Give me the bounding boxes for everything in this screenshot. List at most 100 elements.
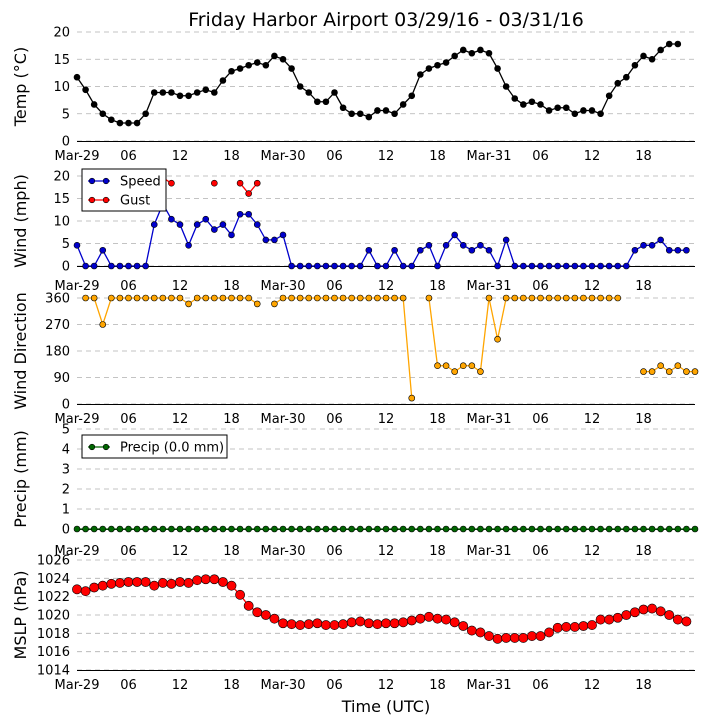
wind-legend-label: Gust <box>120 194 150 209</box>
mslp-series-0-point <box>286 619 297 630</box>
precip-series-precip-point <box>314 525 321 533</box>
wind-series-speed <box>73 200 690 270</box>
temp-ytick-label: 0 <box>62 135 70 150</box>
temp-series-0 <box>73 40 682 127</box>
temp-series-0-point <box>562 104 570 112</box>
wind-series-speed-point <box>322 262 330 270</box>
temp-series-0-point <box>82 86 89 94</box>
precip-series-precip-point <box>648 525 656 533</box>
mslp-xtick-label: 06 <box>326 678 343 693</box>
wdir-series-0-point <box>511 294 519 302</box>
wind-xtick-label: 06 <box>532 279 549 294</box>
temp-series-0-point <box>202 86 210 94</box>
wdir-xtick-label: 12 <box>172 412 189 427</box>
precip-legend-swatch-marker <box>88 443 96 451</box>
wdir-series-0-point <box>382 294 390 302</box>
wdir-series-0-point <box>691 368 699 375</box>
mslp-series-0-point <box>441 614 451 625</box>
wind-series-speed-point <box>451 231 458 239</box>
wind-series-speed-point <box>494 262 501 270</box>
wind-series-speed-point <box>374 262 381 270</box>
precip-series-precip-point <box>528 525 536 533</box>
mslp-series-0-point <box>501 633 512 643</box>
wind-ytick-label: 15 <box>53 192 70 207</box>
temp-ytick-label: 20 <box>53 26 70 41</box>
wind-ytick-label: 10 <box>53 215 70 230</box>
wind-series-speed-point <box>528 262 536 270</box>
temp-series-0-point <box>348 110 355 118</box>
temp-ytick-label: 15 <box>53 53 70 68</box>
wind-series-speed-point <box>605 262 613 270</box>
precip-series-precip <box>73 525 699 533</box>
precip-xtick-label: 06 <box>532 544 549 559</box>
wdir-xtick-label: 06 <box>532 412 549 427</box>
temp-ytick-label: 10 <box>53 80 70 95</box>
precip-series-precip-point <box>159 525 167 533</box>
mslp-xtick-label: 06 <box>120 678 137 693</box>
precip-series-precip-point <box>82 525 89 533</box>
mslp-series-0-point <box>466 625 477 636</box>
wdir-series-0-point <box>494 335 501 343</box>
temp-series-0-point <box>150 89 158 96</box>
precip-ytick-label: 1 <box>62 503 70 518</box>
mslp-xtick-label: Mar-30 <box>261 678 306 693</box>
precip-series-precip-point <box>399 525 407 533</box>
precip-series-precip-point <box>614 525 622 533</box>
wind-xtick-label: 18 <box>429 279 446 294</box>
wdir-series-0-point <box>142 294 149 302</box>
wdir-series-0-point <box>219 294 227 302</box>
temp-series-0-point <box>391 110 398 118</box>
wind-series-speed-point <box>391 246 398 254</box>
temp-series-0-point <box>193 89 201 96</box>
precip-ytick-label: 5 <box>62 423 70 438</box>
precip-series-precip-point <box>125 525 132 533</box>
temp-xtick-label: 06 <box>532 149 549 164</box>
wdir-series-0-point <box>468 362 476 370</box>
precip-series-precip-point <box>468 525 476 533</box>
mslp-series-0-point <box>140 577 151 587</box>
wind-series-speed-point <box>202 215 210 223</box>
wind-series-gust <box>159 174 261 197</box>
mslp-series-0-point <box>381 618 391 629</box>
wind-series-speed-point <box>356 262 364 270</box>
wdir-series-0-line <box>85 297 258 327</box>
wdir-series-0-point <box>82 294 89 302</box>
wind-ytick-label: 0 <box>62 260 70 275</box>
wind-series-speed-point <box>116 262 124 270</box>
precip-ytick-label: 3 <box>62 463 70 478</box>
wind-series-speed-point <box>279 231 287 239</box>
wind-series-speed-point <box>648 242 656 249</box>
wind-series-gust-point <box>236 179 244 187</box>
precip-series-precip-point <box>99 525 107 533</box>
precip-xtick-label: 12 <box>584 544 601 559</box>
temp-series-0-point <box>288 65 295 72</box>
mslp-series-0-point <box>329 620 340 630</box>
wind-series-speed-point <box>133 262 141 270</box>
wind-series-gust-point <box>168 179 175 187</box>
precip-series-precip-point <box>133 525 141 533</box>
mslp-series-0-point <box>372 619 383 630</box>
mslp-series-0-point <box>569 622 580 632</box>
temp-series-0-point <box>665 40 673 48</box>
mslp-xtick-label: 18 <box>429 678 446 693</box>
wdir-series-0-point <box>279 294 287 302</box>
precip-series-precip-point <box>288 525 295 533</box>
temp-series-0-point <box>434 61 441 69</box>
temp-series-0-point <box>271 52 278 60</box>
precip-xtick-label: 06 <box>120 544 137 559</box>
wdir-xtick-label: 18 <box>429 412 446 427</box>
precip-series-precip-point <box>279 525 287 533</box>
precip-series-precip-point <box>520 525 527 533</box>
wind-series-speed-point <box>485 246 493 254</box>
wdir-xtick-label: 18 <box>223 412 240 427</box>
mslp-series-0-point <box>295 620 306 630</box>
wdir-series-0-point <box>640 368 647 375</box>
wind-series-speed-point <box>150 221 158 228</box>
precip-xtick-label: 18 <box>635 544 652 559</box>
temp-series-0-point <box>73 73 81 81</box>
precip-series-precip-point <box>271 525 278 533</box>
precip-series-precip-point <box>477 525 484 533</box>
precip-series-precip-point <box>150 525 158 533</box>
wdir-series-0-point <box>322 294 330 302</box>
